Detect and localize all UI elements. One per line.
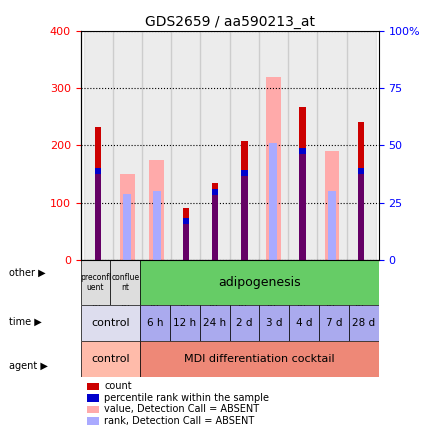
- Bar: [346, 32, 375, 260]
- Bar: [112, 32, 141, 260]
- Text: MDI differentiation cocktail: MDI differentiation cocktail: [184, 354, 334, 364]
- Bar: [299, 107, 305, 260]
- Bar: [299, 151, 305, 260]
- FancyBboxPatch shape: [318, 305, 348, 341]
- FancyBboxPatch shape: [80, 341, 140, 377]
- FancyBboxPatch shape: [259, 305, 289, 341]
- Bar: [95, 171, 101, 260]
- FancyBboxPatch shape: [140, 260, 378, 305]
- FancyBboxPatch shape: [170, 305, 199, 341]
- Bar: [357, 168, 364, 174]
- Bar: [86, 405, 99, 413]
- FancyBboxPatch shape: [229, 305, 259, 341]
- Bar: [86, 417, 99, 425]
- Text: percentile rank within the sample: percentile rank within the sample: [104, 392, 269, 403]
- Bar: [211, 182, 218, 260]
- Text: other ▶: other ▶: [9, 268, 45, 278]
- Text: 2 d: 2 d: [236, 318, 252, 328]
- FancyBboxPatch shape: [80, 260, 110, 305]
- Bar: [182, 208, 189, 260]
- Text: 24 h: 24 h: [203, 318, 226, 328]
- Bar: [316, 32, 346, 260]
- Bar: [152, 191, 160, 260]
- Bar: [211, 192, 218, 260]
- Bar: [240, 141, 247, 260]
- Bar: [287, 32, 316, 260]
- Bar: [182, 218, 189, 224]
- Bar: [266, 77, 280, 260]
- Bar: [229, 32, 258, 260]
- Bar: [240, 170, 247, 176]
- Bar: [149, 160, 164, 260]
- Bar: [86, 394, 99, 402]
- Text: value, Detection Call = ABSENT: value, Detection Call = ABSENT: [104, 404, 259, 414]
- Bar: [240, 173, 247, 260]
- Bar: [182, 221, 189, 260]
- FancyBboxPatch shape: [289, 305, 318, 341]
- Text: 7 d: 7 d: [325, 318, 342, 328]
- Text: control: control: [91, 318, 129, 328]
- Text: adipogenesis: adipogenesis: [217, 276, 300, 289]
- Bar: [123, 194, 131, 260]
- FancyBboxPatch shape: [140, 305, 170, 341]
- Text: count: count: [104, 381, 132, 391]
- Text: 6 h: 6 h: [147, 318, 163, 328]
- Bar: [357, 122, 364, 260]
- Bar: [95, 168, 101, 174]
- FancyBboxPatch shape: [348, 305, 378, 341]
- Text: 28 d: 28 d: [352, 318, 375, 328]
- FancyBboxPatch shape: [199, 305, 229, 341]
- Text: control: control: [91, 354, 129, 364]
- Text: 12 h: 12 h: [173, 318, 196, 328]
- Text: preconfl
uent: preconfl uent: [80, 273, 111, 292]
- Bar: [327, 191, 335, 260]
- Bar: [324, 151, 339, 260]
- Title: GDS2659 / aa590213_at: GDS2659 / aa590213_at: [145, 15, 314, 29]
- Bar: [86, 383, 99, 390]
- Text: agent ▶: agent ▶: [9, 361, 47, 371]
- Bar: [171, 32, 200, 260]
- Text: time ▶: time ▶: [9, 317, 41, 327]
- Bar: [269, 143, 277, 260]
- Bar: [120, 174, 135, 260]
- Bar: [258, 32, 287, 260]
- Bar: [83, 32, 112, 260]
- Text: rank, Detection Call = ABSENT: rank, Detection Call = ABSENT: [104, 416, 254, 426]
- Bar: [95, 127, 101, 260]
- Bar: [299, 148, 305, 154]
- Bar: [200, 32, 229, 260]
- Text: 4 d: 4 d: [295, 318, 312, 328]
- FancyBboxPatch shape: [140, 341, 378, 377]
- Bar: [141, 32, 171, 260]
- FancyBboxPatch shape: [110, 260, 140, 305]
- Text: 3 d: 3 d: [266, 318, 282, 328]
- Text: conflue
nt: conflue nt: [111, 273, 139, 292]
- Bar: [211, 190, 218, 195]
- FancyBboxPatch shape: [80, 305, 140, 341]
- Bar: [357, 171, 364, 260]
